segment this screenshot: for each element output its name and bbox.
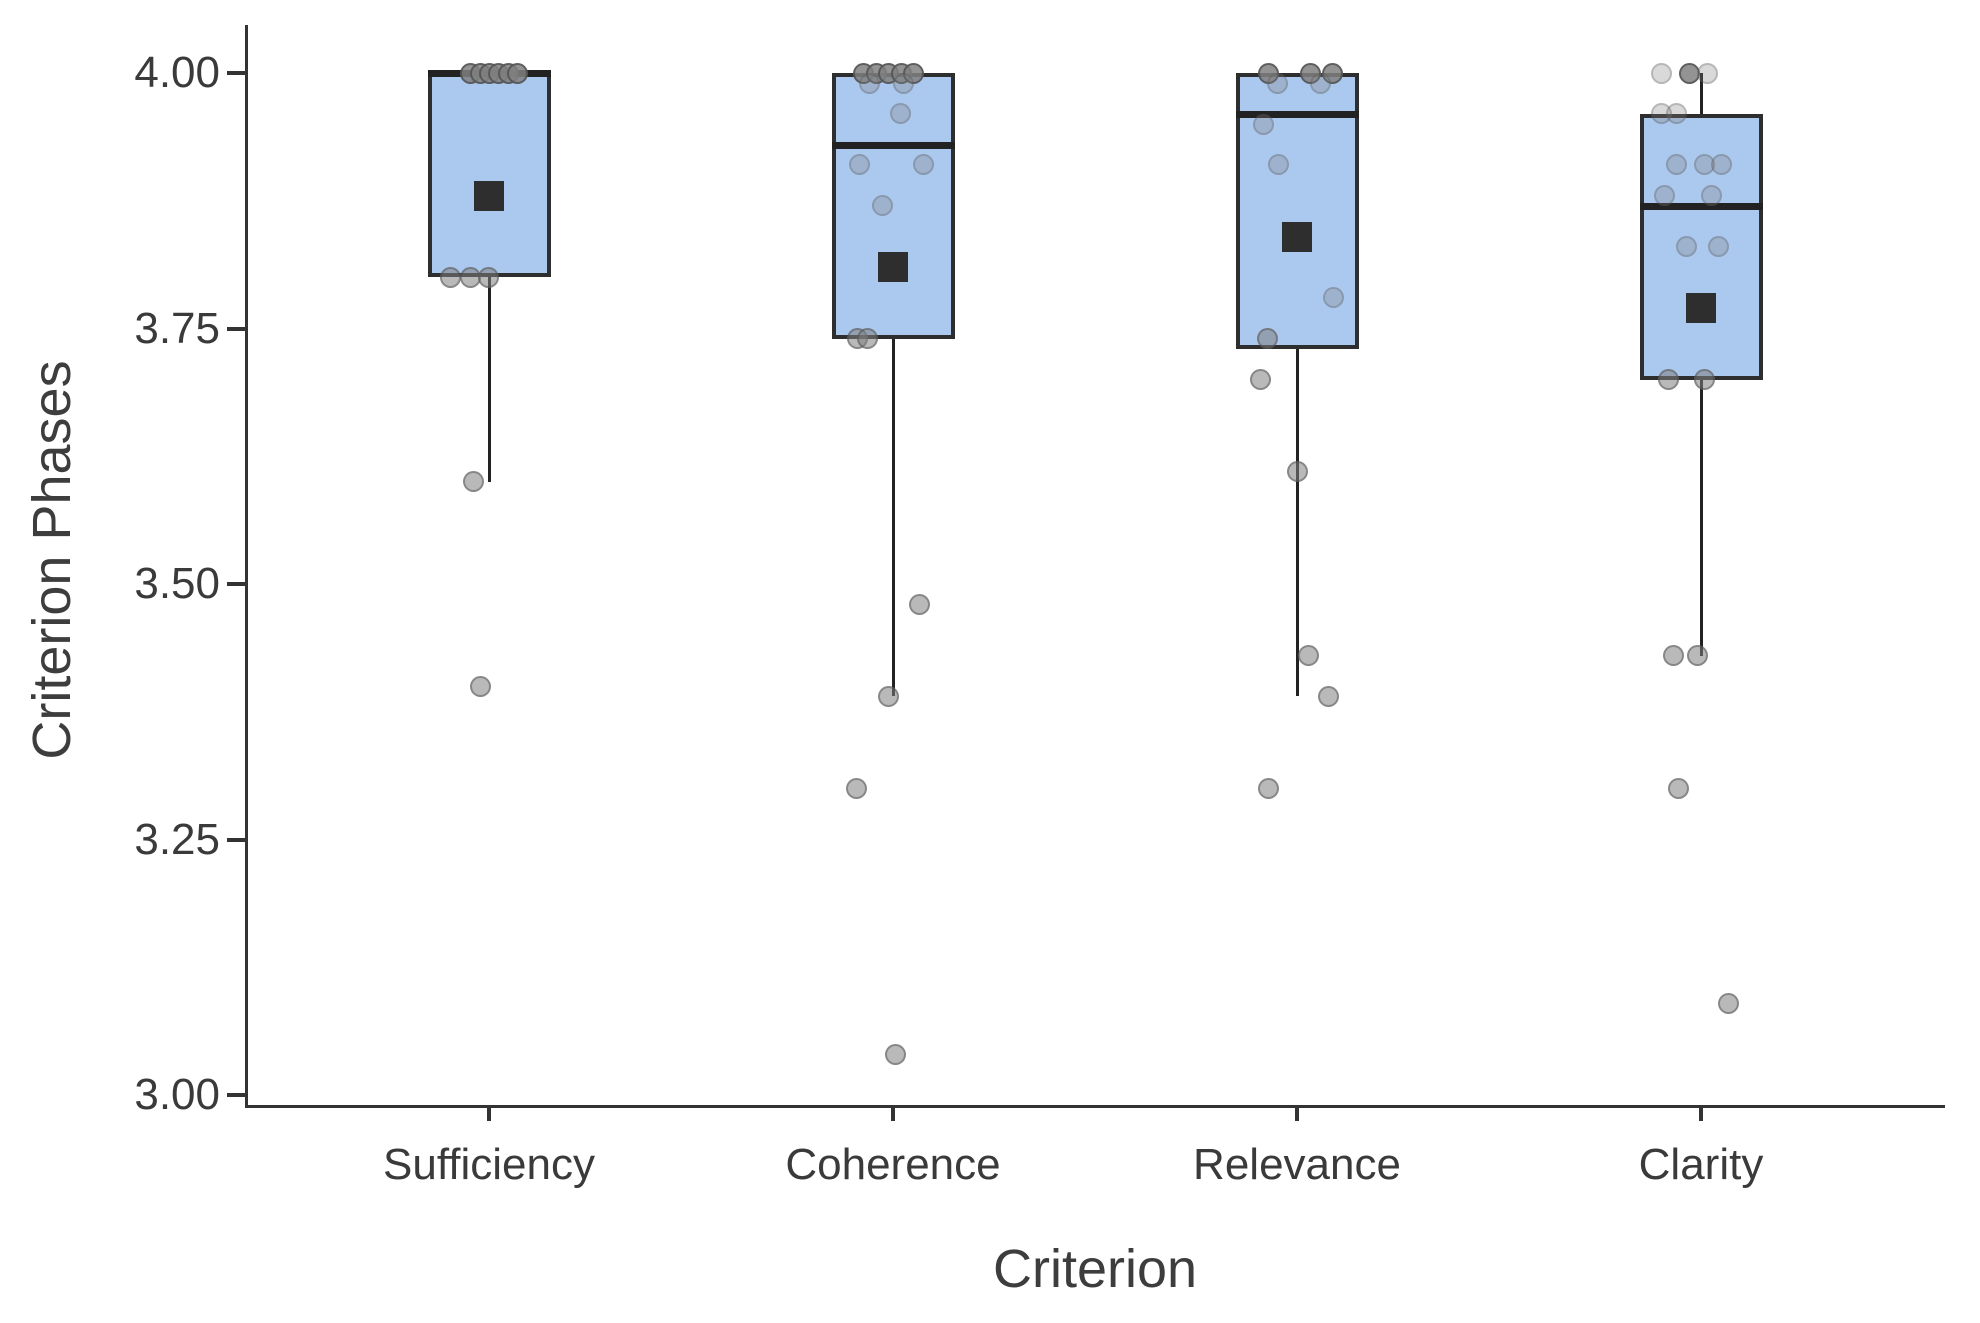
jitter-point (871, 195, 893, 217)
y-tick (227, 1093, 245, 1097)
y-tick (227, 71, 245, 75)
jitter-point (1322, 287, 1344, 309)
x-tick-label-coherence: Coherence (785, 1140, 1001, 1189)
y-axis-line (245, 25, 248, 1105)
x-tick-label-clarity: Clarity (1638, 1140, 1764, 1189)
jitter-point (1707, 236, 1729, 258)
jitter-point (1252, 113, 1274, 135)
jitter-point (912, 154, 934, 176)
median-line-clarity (1639, 202, 1763, 210)
y-tick (227, 582, 245, 586)
jitter-point (1286, 461, 1308, 483)
jitter-point (1317, 685, 1339, 707)
y-tick-label: 4.00 (134, 48, 220, 97)
jitter-point (1309, 72, 1331, 94)
lower-whisker-clarity (1699, 379, 1703, 656)
jitter-point (1696, 62, 1718, 84)
mean-marker-coherence (878, 252, 908, 283)
y-tick-label: 3.50 (134, 559, 220, 608)
jitter-point (1710, 154, 1732, 176)
x-tick-label-relevance: Relevance (1193, 1140, 1401, 1189)
jitter-point (1249, 369, 1271, 391)
x-axis-line (245, 1105, 1945, 1108)
jitter-point (856, 328, 878, 350)
jitter-point (892, 72, 914, 94)
x-tick (1699, 1105, 1703, 1121)
lower-whisker-sufficiency (487, 277, 491, 482)
jitter-point (477, 266, 499, 288)
median-line-coherence (831, 141, 955, 149)
upper-whisker-clarity (1699, 73, 1703, 114)
jitter-point (1675, 236, 1697, 258)
jitter-point (1267, 154, 1289, 176)
jitter-point (1700, 185, 1722, 207)
jitter-point (1665, 103, 1687, 125)
jitter-point (1297, 645, 1319, 667)
y-axis-title: Criterion Phases (22, 360, 82, 760)
jitter-point (845, 777, 867, 799)
mean-marker-relevance (1282, 221, 1312, 252)
x-tick (487, 1105, 491, 1121)
lower-whisker-relevance (1295, 348, 1299, 697)
x-tick-label-sufficiency: Sufficiency (383, 1140, 595, 1189)
y-tick-label: 3.00 (134, 1070, 220, 1119)
y-tick (227, 837, 245, 842)
jitter-point (1667, 777, 1689, 799)
x-axis-title: Criterion (992, 1239, 1198, 1299)
jitter-point (1693, 369, 1715, 391)
boxplot-sufficiency (427, 73, 551, 278)
jitter-point (1686, 645, 1708, 667)
mean-marker-sufficiency (474, 180, 504, 211)
jitter-point (1266, 72, 1288, 94)
mean-marker-clarity (1686, 293, 1716, 324)
jitter-point (439, 266, 461, 288)
jitter-point (506, 62, 528, 84)
jitter-point (1650, 62, 1672, 84)
jitter-point (848, 154, 870, 176)
jitter-point (858, 72, 880, 94)
jitter-point (884, 1043, 906, 1065)
jitter-point (889, 103, 911, 125)
jitter-point (1653, 185, 1675, 207)
jitter-point (1717, 992, 1739, 1014)
jitter-point (1662, 645, 1684, 667)
jitter-point (1657, 369, 1679, 391)
y-tick (227, 326, 245, 331)
jitter-point (877, 685, 899, 707)
jitter-point (1665, 154, 1687, 176)
y-tick-label: 3.25 (134, 814, 220, 864)
jitter-point (462, 471, 484, 493)
jitter-point (1256, 328, 1278, 350)
x-tick (1295, 1105, 1299, 1121)
jitter-point (1257, 777, 1279, 799)
jitter-point (469, 675, 491, 697)
jitter-point (908, 593, 930, 615)
y-tick-label: 3.75 (134, 303, 220, 353)
median-line-relevance (1235, 110, 1359, 118)
x-tick (891, 1105, 895, 1121)
lower-whisker-coherence (891, 338, 895, 697)
